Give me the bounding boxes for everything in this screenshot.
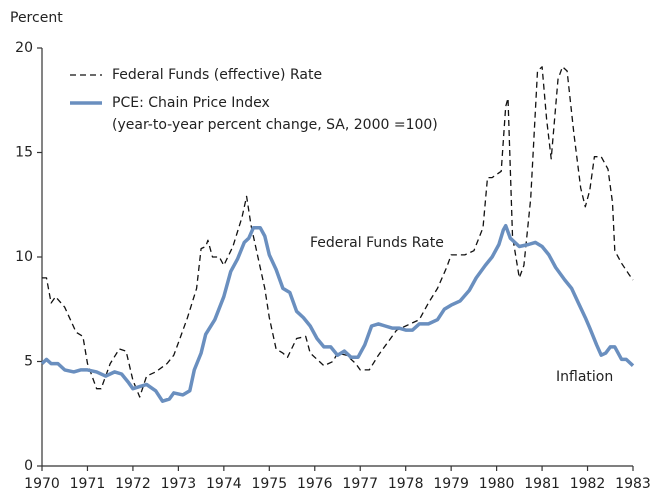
y-axis-label: Percent [10, 10, 63, 26]
legend-label: PCE: Chain Price Index [112, 95, 270, 111]
legend-label: Federal Funds (effective) Rate [112, 67, 322, 83]
x-tick-label: 1975 [251, 476, 287, 492]
annotation: Federal Funds Rate [310, 235, 444, 251]
series-line [40, 223, 635, 403]
y-tick-label: 5 [24, 354, 33, 370]
y-tick-label: 0 [24, 458, 33, 474]
x-tick-label: 1972 [115, 476, 151, 492]
annotation: Inflation [556, 369, 613, 385]
y-tick-label: 15 [15, 145, 33, 161]
series-line [42, 66, 634, 398]
x-tick-label: 1973 [161, 476, 197, 492]
x-tick-label: 1970 [24, 476, 60, 492]
y-tick-label: 20 [15, 40, 33, 56]
x-tick-label: 1971 [70, 476, 106, 492]
y-tick-label: 10 [15, 249, 33, 265]
legend-note: (year-to-year percent change, SA, 2000 =… [112, 117, 438, 133]
x-tick-label: 1977 [342, 476, 378, 492]
x-tick-label: 1981 [524, 476, 560, 492]
x-tick-label: 1978 [388, 476, 424, 492]
x-tick-label: 1974 [206, 476, 242, 492]
x-tick-label: 1976 [297, 476, 333, 492]
x-tick-label: 1983 [615, 476, 651, 492]
x-tick-label: 1982 [570, 476, 606, 492]
x-tick-label: 1979 [433, 476, 469, 492]
x-tick-label: 1980 [479, 476, 515, 492]
